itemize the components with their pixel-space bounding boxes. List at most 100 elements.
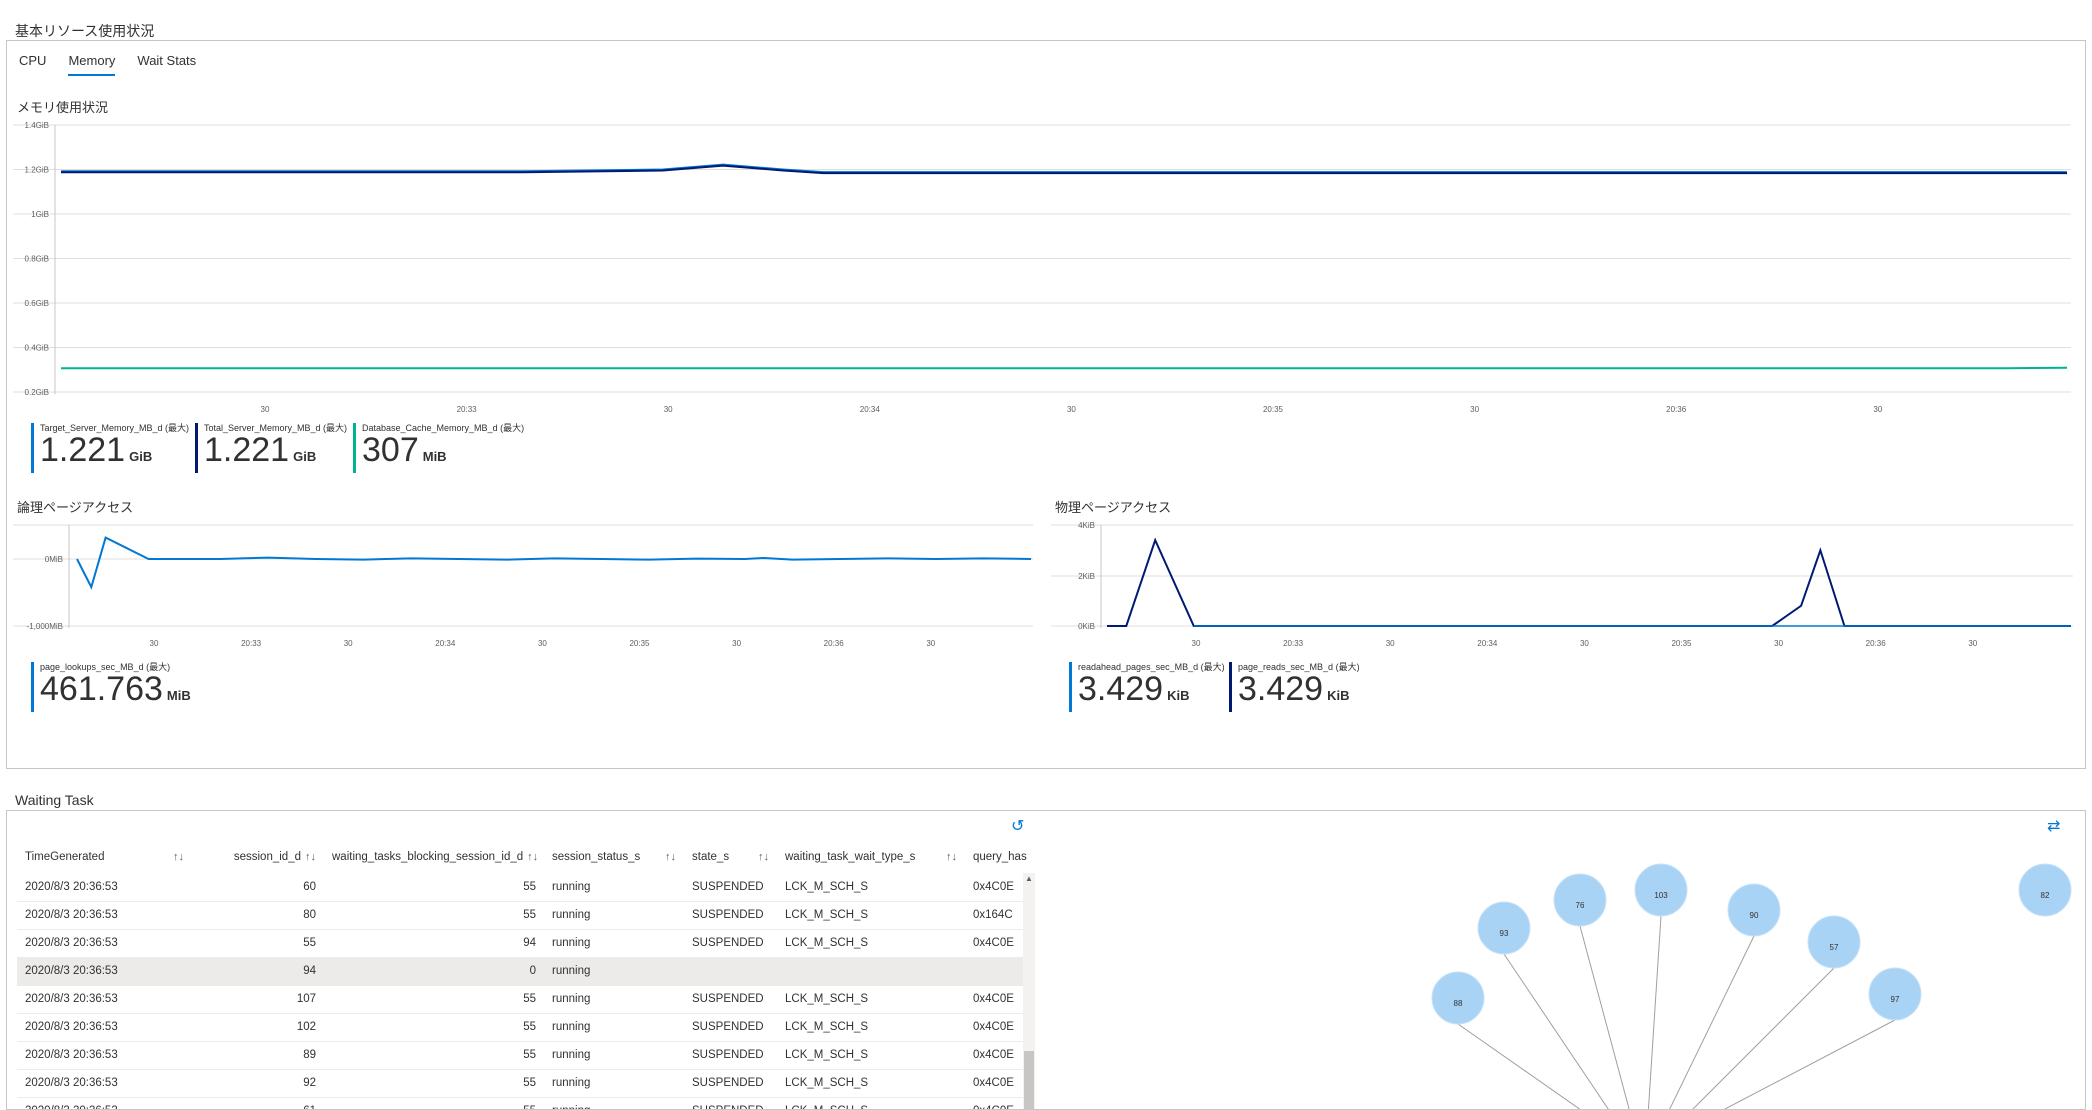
tab-bar: CPU Memory Wait Stats bbox=[19, 53, 196, 76]
col-header-label: state_s bbox=[692, 851, 729, 863]
col-header-query-hash[interactable]: query_has bbox=[965, 841, 1035, 873]
table-cell-status: running bbox=[544, 1041, 684, 1069]
table-cell-state: SUSPENDED bbox=[684, 929, 777, 957]
y-tick-label: 4KiB bbox=[1078, 521, 1095, 530]
table-cell-wait: LCK_M_SCH_S bbox=[777, 1041, 965, 1069]
col-header-blocking-session-id[interactable]: waiting_tasks_blocking_session_id_d↑↓ bbox=[324, 841, 544, 873]
table-cell-time: 2020/8/3 20:36:53 bbox=[17, 985, 192, 1013]
scrollbar-up-arrow-icon[interactable]: ▲ bbox=[1023, 873, 1035, 885]
x-tick-label: 30 bbox=[664, 405, 673, 414]
table-cell-status: running bbox=[544, 957, 684, 985]
graph-edge bbox=[1504, 954, 1623, 1110]
graph-node-circle[interactable] bbox=[1554, 874, 1606, 926]
series-line-page-reads bbox=[1107, 540, 2071, 626]
sort-icon[interactable]: ↑↓ bbox=[173, 851, 184, 863]
graph-node-label: 97 bbox=[1891, 995, 1900, 1004]
x-tick-label: 20:35 bbox=[1263, 405, 1284, 414]
table-scrollbar[interactable]: ▲ bbox=[1023, 873, 1035, 1110]
table-cell-state: SUSPENDED bbox=[684, 1097, 777, 1110]
section-title: 基本リソース使用状況 bbox=[15, 21, 154, 41]
table-cell-time: 2020/8/3 20:36:53 bbox=[17, 929, 192, 957]
table-cell-sid: 80 bbox=[192, 901, 324, 929]
x-tick-label: 30 bbox=[1580, 639, 1589, 648]
x-tick-label: 20:35 bbox=[1671, 639, 1692, 648]
col-header-label: query_has bbox=[973, 851, 1027, 863]
table-cell-blk: 55 bbox=[324, 1069, 544, 1097]
sort-icon[interactable]: ↑↓ bbox=[665, 851, 676, 863]
x-tick-label: 20:34 bbox=[860, 405, 881, 414]
table-cell-blk: 55 bbox=[324, 985, 544, 1013]
metric-unit: MiB bbox=[167, 688, 191, 703]
graph-node-circle[interactable] bbox=[1728, 884, 1780, 936]
table-cell-blk: 55 bbox=[324, 873, 544, 901]
graph-node-label: 90 bbox=[1750, 911, 1759, 920]
tab-memory[interactable]: Memory bbox=[68, 53, 115, 76]
col-header-session-status[interactable]: session_status_s↑↓ bbox=[544, 841, 684, 873]
graph-node: 82 bbox=[2019, 864, 2071, 916]
x-tick-label: 30 bbox=[1873, 405, 1882, 414]
graph-node-circle[interactable] bbox=[1635, 864, 1687, 916]
col-header-session-id[interactable]: session_id_d↑↓ bbox=[192, 841, 324, 873]
graph-node: 76 bbox=[1554, 874, 1606, 926]
graph-node-circle[interactable] bbox=[1869, 968, 1921, 1020]
col-header-wait-type[interactable]: waiting_task_wait_type_s↑↓ bbox=[777, 841, 965, 873]
series-line-target-server-memory bbox=[61, 165, 2067, 173]
table-cell-state: SUSPENDED bbox=[684, 1041, 777, 1069]
graph-node: 103 bbox=[1635, 864, 1687, 916]
tab-cpu[interactable]: CPU bbox=[19, 53, 46, 76]
y-tick-label: 0.2GiB bbox=[25, 388, 49, 397]
table-cell-time: 2020/8/3 20:36:53 bbox=[17, 957, 192, 985]
y-tick-label: 0.6GiB bbox=[25, 299, 49, 308]
table-cell-wait bbox=[777, 957, 965, 985]
table-cell-sid: 89 bbox=[192, 1041, 324, 1069]
graph-node-circle[interactable] bbox=[1808, 916, 1860, 968]
graph-node-circle[interactable] bbox=[1478, 902, 1530, 954]
graph-edge bbox=[1580, 926, 1635, 1110]
table-cell-blk: 0 bbox=[324, 957, 544, 985]
memory-chart: 1.4GiB1.2GiB1GiB0.8GiB0.6GiB0.4GiB0.2GiB… bbox=[13, 113, 2077, 463]
x-tick-label: 30 bbox=[150, 639, 159, 648]
tab-wait-stats[interactable]: Wait Stats bbox=[137, 53, 196, 76]
refresh-icon[interactable]: ↺ bbox=[1011, 816, 1024, 836]
table-cell-wait: LCK_M_SCH_S bbox=[777, 1069, 965, 1097]
y-tick-label: 2KiB bbox=[1078, 572, 1095, 581]
col-header-timegenerated[interactable]: TimeGenerated↑↓ bbox=[17, 841, 192, 873]
x-tick-label: 20:34 bbox=[1477, 639, 1498, 648]
graph-edge bbox=[1647, 916, 1661, 1110]
x-tick-label: 30 bbox=[538, 639, 547, 648]
graph-node-label: 76 bbox=[1576, 901, 1585, 910]
y-tick-label: 1GiB bbox=[31, 210, 49, 219]
graph-node-label: 88 bbox=[1454, 999, 1463, 1008]
table-cell-state: SUSPENDED bbox=[684, 985, 777, 1013]
table-cell-sid: 60 bbox=[192, 873, 324, 901]
scrollbar-thumb[interactable] bbox=[1024, 1051, 1034, 1110]
graph-node-circle[interactable] bbox=[2019, 864, 2071, 916]
graph-node: 90 bbox=[1728, 884, 1780, 936]
waiting-task-table: TimeGenerated↑↓ session_id_d↑↓ waiting_t… bbox=[17, 841, 1035, 1110]
col-header-state[interactable]: state_s ↑↓ bbox=[684, 841, 777, 873]
metric-value: 1.221 bbox=[204, 431, 289, 469]
sort-icon[interactable]: ↑↓ bbox=[946, 851, 957, 863]
table-cell-wait: LCK_M_SCH_S bbox=[777, 929, 965, 957]
table-row[interactable]: 2020/8/3 20:36:536155runningSUSPENDEDLCK… bbox=[17, 1097, 1035, 1110]
graph-node-circle[interactable] bbox=[1432, 972, 1484, 1024]
waiting-task-title: Waiting Task bbox=[15, 792, 94, 808]
sort-icon[interactable]: ↑↓ bbox=[758, 851, 769, 863]
waiting-table-container: TimeGenerated↑↓ session_id_d↑↓ waiting_t… bbox=[17, 841, 1035, 1110]
sort-icon[interactable]: ↑↓ bbox=[305, 851, 316, 863]
sort-icon[interactable]: ↑↓ bbox=[527, 851, 538, 863]
table-header-row: TimeGenerated↑↓ session_id_d↑↓ waiting_t… bbox=[17, 841, 1035, 873]
